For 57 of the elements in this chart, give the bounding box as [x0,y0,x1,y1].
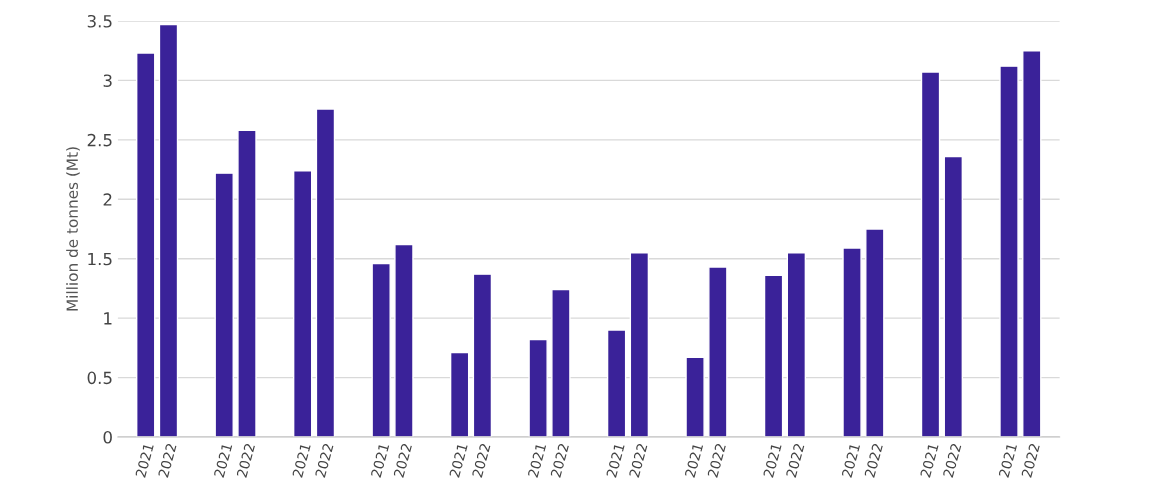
bar [606,329,627,437]
bar [315,108,336,437]
y-tick-label: 2 [103,193,112,206]
text: 2021 [763,443,782,478]
text: 2022 [157,443,177,478]
bar [842,247,862,437]
text: 2022 [314,443,334,478]
y-tick-label: 0 [103,430,112,444]
text: 2022 [393,443,412,478]
bar [292,170,313,437]
bar [136,52,156,437]
bar [449,351,470,437]
bar [371,262,391,437]
y-tick-label: 2.5 [87,133,112,147]
y-axis-title: Million de tonnes (Mt) [66,147,80,311]
text: 2021 [449,443,468,478]
text: 2022 [707,443,726,478]
y-tick-label: 1.5 [88,252,112,266]
bar [763,274,784,437]
bar [472,273,493,437]
y-tick-label: 3 [103,74,112,87]
text: 2022 [1021,443,1040,478]
bar [685,356,705,437]
bar [943,155,964,437]
bar [1022,50,1042,437]
text: 2022 [864,443,883,478]
text: 2021 [135,443,154,478]
text: 2022 [628,443,648,478]
bar [708,266,728,437]
text: 2022 [785,443,805,478]
text: 2022 [471,443,491,478]
bar [551,288,571,437]
bar [999,65,1019,437]
y-tick-label: 1 [104,312,112,325]
bar [158,23,179,437]
text: 2021 [213,443,233,478]
bar [214,172,234,437]
text: 2021 [841,443,860,478]
bar [394,243,414,437]
bar [865,228,885,437]
y-tick-label: 0.5 [87,371,112,385]
bar [237,129,257,437]
bar [629,252,650,437]
text: 2021 [370,443,390,478]
bar [528,338,548,437]
text: 2021 [998,443,1017,478]
y-tick-label: 3.5 [87,14,112,28]
text: 2021 [919,443,939,478]
text: 2021 [527,443,547,478]
text: 2021 [684,443,704,478]
text: 2022 [550,443,569,478]
text: 2022 [236,443,255,478]
text: 2022 [942,443,962,478]
text: 2021 [606,443,625,478]
text: 2021 [292,443,311,478]
bar [786,252,807,437]
bar [920,71,941,437]
